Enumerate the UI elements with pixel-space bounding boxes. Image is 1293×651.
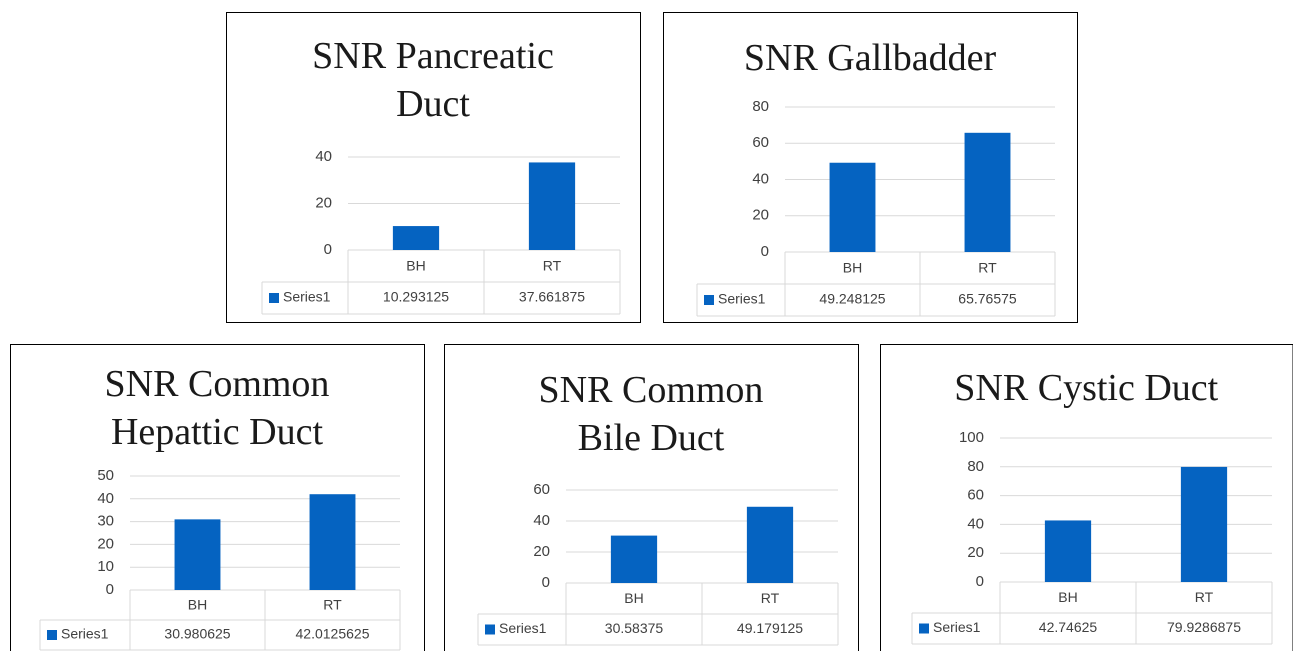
legend-label: Series1 bbox=[499, 620, 547, 636]
chart-frame bbox=[10, 344, 425, 651]
legend-label: Series1 bbox=[61, 626, 109, 642]
legend-label: Series1 bbox=[283, 289, 331, 305]
chart-frame bbox=[444, 344, 859, 651]
y-tick-label: 40 bbox=[752, 170, 769, 187]
legend-swatch bbox=[269, 293, 279, 303]
table-value: 79.9286875 bbox=[1167, 619, 1241, 635]
y-tick-label: 0 bbox=[761, 243, 769, 260]
bar bbox=[174, 519, 221, 590]
x-tick-label: BH bbox=[624, 590, 643, 606]
y-tick-label: 60 bbox=[752, 134, 769, 151]
y-tick-label: 20 bbox=[97, 535, 114, 552]
x-tick-label: RT bbox=[978, 260, 997, 276]
chart-frame bbox=[663, 12, 1078, 323]
legend-swatch bbox=[704, 295, 714, 305]
table-value: 10.293125 bbox=[383, 289, 449, 305]
table-value: 49.248125 bbox=[819, 291, 885, 307]
x-tick-label: BH bbox=[843, 260, 862, 276]
x-tick-label: RT bbox=[323, 597, 342, 613]
x-tick-label: RT bbox=[543, 258, 562, 274]
y-tick-label: 0 bbox=[542, 574, 550, 591]
bar bbox=[528, 162, 576, 250]
y-tick-label: 0 bbox=[106, 581, 114, 598]
bar bbox=[1180, 466, 1228, 582]
y-tick-label: 40 bbox=[97, 490, 114, 507]
table-value: 30.980625 bbox=[164, 626, 230, 642]
y-tick-label: 100 bbox=[959, 429, 984, 446]
table-value: 37.661875 bbox=[519, 289, 585, 305]
y-tick-label: 20 bbox=[752, 207, 769, 224]
x-tick-label: BH bbox=[406, 258, 425, 274]
bar bbox=[392, 226, 440, 250]
y-tick-label: 80 bbox=[967, 458, 984, 475]
chart-frame bbox=[226, 12, 641, 323]
table-value: 65.76575 bbox=[958, 291, 1017, 307]
chart-title: SNR Gallbadder bbox=[743, 37, 997, 79]
legend-swatch bbox=[485, 624, 495, 635]
bar bbox=[964, 132, 1011, 252]
chart-frame bbox=[880, 344, 1293, 651]
y-tick-label: 0 bbox=[976, 573, 984, 590]
legend-label: Series1 bbox=[933, 619, 981, 635]
legend-swatch bbox=[919, 623, 929, 634]
chart-title: SNR Common Bile Duct bbox=[538, 369, 764, 459]
y-tick-label: 80 bbox=[752, 98, 769, 115]
y-tick-label: 30 bbox=[97, 513, 114, 530]
table-value: 42.0125625 bbox=[296, 626, 370, 642]
legend-swatch bbox=[47, 630, 57, 640]
y-tick-label: 20 bbox=[967, 544, 984, 561]
x-tick-label: BH bbox=[188, 597, 207, 613]
bar bbox=[746, 506, 794, 583]
table-value: 30.58375 bbox=[605, 620, 664, 636]
x-tick-label: RT bbox=[761, 590, 780, 606]
table-value: 42.74625 bbox=[1039, 619, 1098, 635]
y-tick-label: 60 bbox=[967, 487, 984, 504]
y-tick-label: 40 bbox=[315, 148, 332, 165]
chart-title: SNR Cystic Duct bbox=[954, 367, 1219, 409]
x-tick-label: BH bbox=[1058, 589, 1077, 605]
y-tick-label: 50 bbox=[97, 467, 114, 484]
y-tick-label: 20 bbox=[315, 194, 332, 211]
bar bbox=[829, 162, 876, 252]
x-tick-label: RT bbox=[1195, 589, 1214, 605]
y-tick-label: 60 bbox=[533, 481, 550, 498]
legend-label: Series1 bbox=[718, 291, 766, 307]
chart-title: SNR Common Hepattic Duct bbox=[104, 363, 330, 453]
bar bbox=[1044, 520, 1092, 582]
y-tick-label: 0 bbox=[324, 241, 332, 258]
table-value: 49.179125 bbox=[737, 620, 803, 636]
y-tick-label: 10 bbox=[97, 558, 114, 575]
bar bbox=[610, 535, 658, 583]
bar bbox=[309, 494, 356, 590]
y-tick-label: 20 bbox=[533, 543, 550, 560]
y-tick-label: 40 bbox=[967, 515, 984, 532]
chart-title: SNR Pancreatic Duct bbox=[312, 35, 554, 125]
y-tick-label: 40 bbox=[533, 512, 550, 529]
